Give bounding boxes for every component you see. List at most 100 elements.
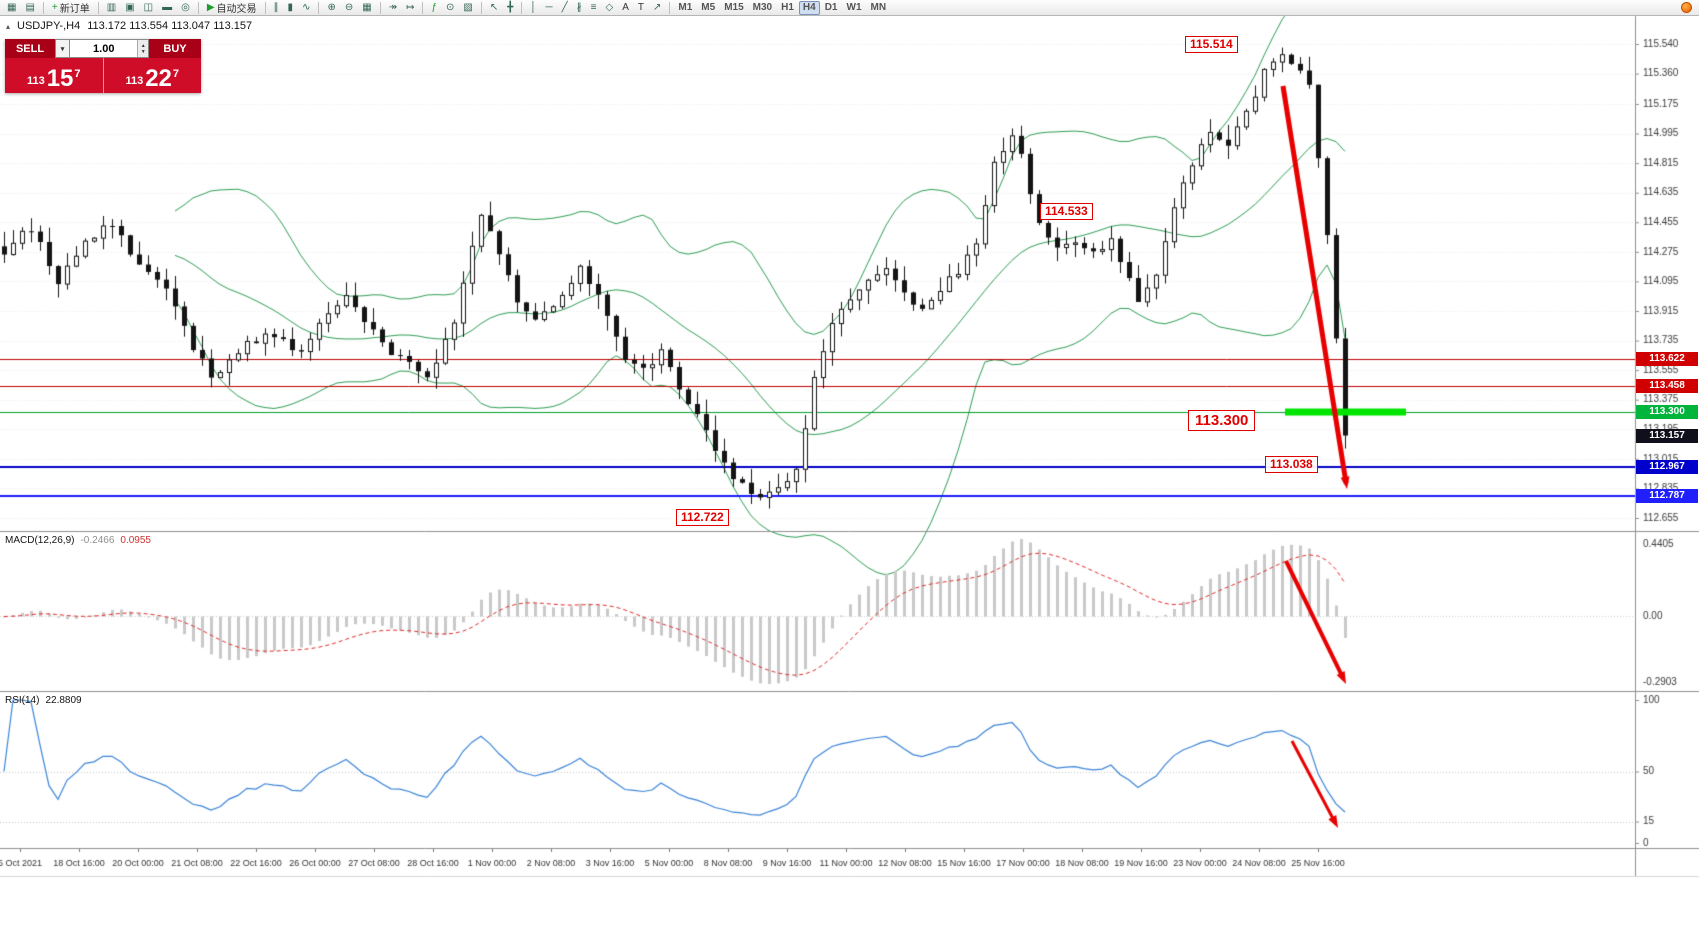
price-annotation[interactable]: 114.533 [1040, 203, 1093, 220]
price-tag: 113.157 [1636, 428, 1698, 443]
crosshair-icon: ╋ [507, 1, 514, 13]
trendline-button[interactable]: ╱ [558, 1, 572, 15]
price-annotation[interactable]: 115.514 [1185, 36, 1238, 53]
data-window-icon: ▣ [125, 1, 135, 13]
horizontal-line-button[interactable]: ─ [542, 1, 557, 15]
order-options-dropdown[interactable]: ▾ [55, 39, 70, 58]
sell-button[interactable]: SELL [5, 39, 55, 58]
volume-up-icon[interactable]: ▲ [140, 42, 146, 49]
templates-icon: ▧ [463, 1, 473, 13]
tf-w1-label: W1 [846, 2, 862, 13]
periods-button[interactable]: ⊙ [442, 1, 458, 15]
fibonacci-button[interactable]: ≡ [587, 1, 601, 15]
tf-m30-button[interactable]: M30 [749, 1, 776, 15]
cursor-button[interactable]: ↖ [486, 1, 502, 15]
vertical-line-icon: │ [530, 1, 537, 13]
tf-m15-button[interactable]: M15 [720, 1, 747, 15]
templates-button[interactable]: ▧ [459, 1, 476, 15]
volume-down-icon[interactable]: ▼ [140, 48, 146, 55]
bars-chart-button[interactable]: ∥ [270, 1, 283, 15]
auto-trading-button[interactable]: ▶ 自动交易 [203, 1, 261, 15]
new-order-icon: + [51, 1, 58, 13]
price-tag: 113.300 [1636, 405, 1698, 420]
market-watch-button[interactable]: ▥ [103, 1, 120, 15]
buy-price-button[interactable]: 113 22 7 [104, 58, 202, 93]
vertical-line-button[interactable]: │ [526, 1, 540, 15]
toolbar-separator [197, 1, 199, 14]
text-label: A [622, 2, 629, 13]
price-annotation[interactable]: 113.038 [1265, 456, 1318, 473]
tile-windows-icon: ▦ [362, 1, 372, 13]
equidistant-channel-icon: ∦ [576, 1, 582, 13]
rsi-name: RSI(14) [5, 695, 40, 706]
new-chart-button[interactable]: ▦ [3, 1, 20, 15]
auto-trading-label: 自动交易 [216, 4, 257, 15]
volume-field: ▲ ▼ [70, 39, 149, 58]
tf-m5-button[interactable]: M5 [697, 1, 719, 15]
navigator-button[interactable]: ◫ [140, 1, 157, 15]
equidistant-channel-button[interactable]: ∦ [573, 1, 586, 15]
rsi-value: 22.8809 [45, 695, 82, 706]
candlestick-chart-button[interactable]: ▮ [284, 1, 298, 15]
tf-h4-button[interactable]: H4 [798, 0, 820, 15]
zoom-out-button[interactable]: ⊖ [341, 1, 357, 15]
sell-price-sup: 7 [74, 68, 81, 80]
tf-m1-button[interactable]: M1 [674, 1, 696, 15]
new-order-button[interactable]: + 新订单 [48, 1, 94, 15]
price-annotation[interactable]: 113.300 [1188, 410, 1256, 431]
toolbar-separator [264, 1, 266, 14]
tf-h1-label: H1 [781, 2, 794, 13]
zoom-in-button[interactable]: ⊕ [323, 1, 339, 15]
tf-w1-button[interactable]: W1 [843, 1, 866, 15]
market-watch-icon: ▥ [106, 1, 117, 13]
tf-d1-button[interactable]: D1 [821, 1, 842, 15]
terminal-button[interactable]: ▬ [158, 1, 176, 15]
tf-mn-button[interactable]: MN [867, 1, 891, 15]
line-chart-button[interactable]: ∿ [298, 1, 314, 15]
text-button[interactable]: A [618, 1, 633, 15]
price-tag: 113.458 [1636, 379, 1698, 394]
toolbar-separator [521, 1, 523, 14]
arrows-tool-button[interactable]: ↗ [649, 1, 665, 15]
zoom-in-icon: ⊕ [327, 1, 336, 13]
toolbar-separator [97, 1, 99, 14]
symbol-timeframe: USDJPY-,H4 [17, 20, 81, 32]
tf-d1-label: D1 [824, 2, 838, 13]
volume-spinner[interactable]: ▲ ▼ [137, 40, 148, 57]
volume-input[interactable] [70, 40, 138, 57]
toolbar-separator [422, 1, 424, 14]
indicators-icon: ƒ [431, 1, 438, 13]
toolbar-separator [669, 1, 671, 14]
rsi-label: RSI(14) 22.8809 [5, 695, 82, 706]
tf-m30-label: M30 [752, 2, 773, 13]
buy-price-big: 22 [145, 65, 172, 92]
tf-h1-button[interactable]: H1 [777, 1, 798, 15]
auto-scroll-icon: ↠ [388, 1, 398, 13]
sell-price-button[interactable]: 113 15 7 [5, 58, 104, 93]
price-annotation[interactable]: 112.722 [676, 509, 729, 526]
price-tag: 112.967 [1636, 459, 1698, 474]
strategy-tester-button[interactable]: ◎ [177, 1, 194, 15]
tf-m5-label: M5 [701, 2, 716, 13]
tile-windows-button[interactable]: ▦ [358, 1, 375, 15]
buy-button[interactable]: BUY [149, 39, 201, 58]
chart-title: ▴ USDJPY-,H4 113.172 113.554 113.047 113… [6, 20, 252, 32]
tf-m1-label: M1 [678, 2, 693, 13]
shapes-button[interactable]: ◇ [602, 1, 618, 15]
chart-marker-icon: ▴ [6, 21, 11, 31]
chart-shift-button[interactable]: ↦ [402, 1, 418, 15]
horizontal-line-icon: ─ [545, 1, 553, 13]
auto-trading-icon: ▶ [206, 1, 215, 13]
auto-scroll-button[interactable]: ↠ [385, 1, 401, 15]
text-label-button[interactable]: T [634, 1, 648, 15]
profiles-button[interactable]: ▤ [21, 1, 38, 15]
chart-shift-icon: ↦ [406, 1, 415, 13]
toolbar-separator [318, 1, 320, 14]
strategy-tester-icon: ◎ [181, 1, 190, 13]
macd-name: MACD(12,26,9) [5, 535, 75, 546]
indicators-button[interactable]: ƒ [427, 1, 441, 15]
crosshair-button[interactable]: ╋ [503, 1, 517, 15]
data-window-button[interactable]: ▣ [121, 1, 138, 15]
trendline-icon: ╱ [561, 1, 568, 13]
